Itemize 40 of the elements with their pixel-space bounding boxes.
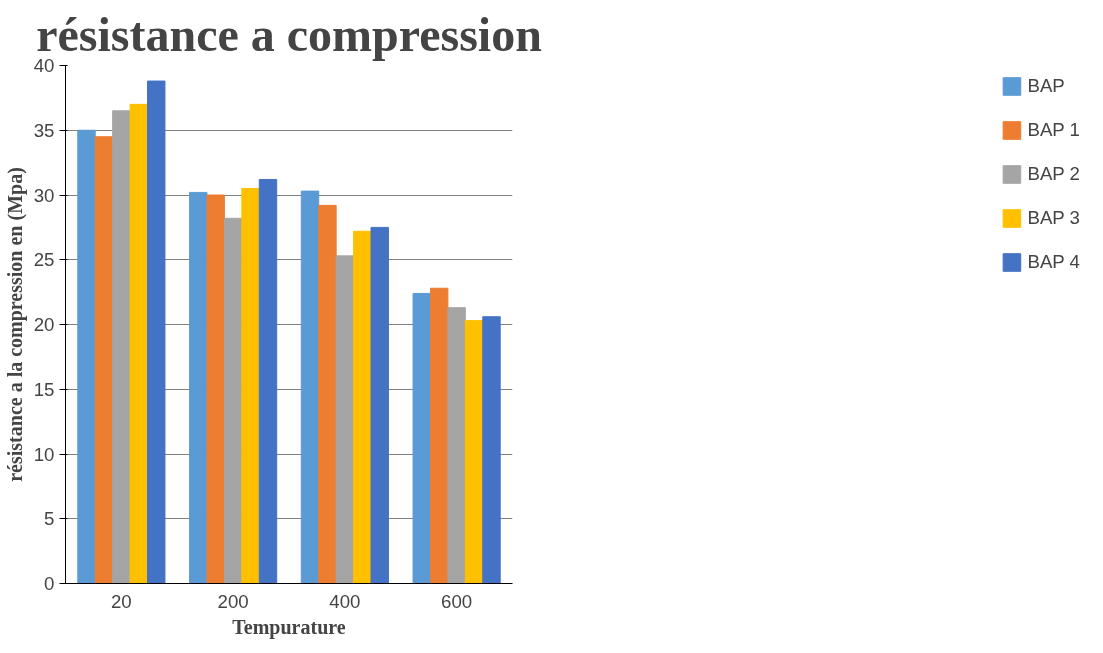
- legend-label: BAP: [1027, 75, 1065, 97]
- bar: [223, 217, 243, 584]
- bar: [300, 190, 320, 584]
- bar: [464, 320, 484, 584]
- y-tick-label: 10: [33, 443, 55, 465]
- legend-label: BAP 1: [1027, 119, 1080, 141]
- bar: [189, 191, 208, 584]
- y-tick-label: 20: [33, 314, 55, 335]
- y-tick-label: 40: [33, 55, 55, 76]
- bar: [447, 307, 466, 584]
- bar: [94, 136, 114, 584]
- bar: [206, 194, 225, 584]
- y-tick-label: 0: [44, 573, 55, 594]
- legend-label: BAP 2: [1027, 163, 1080, 185]
- bar: [370, 226, 389, 584]
- y-tick-label: 5: [44, 508, 55, 530]
- y-tick-label: 30: [33, 184, 55, 206]
- y-tick-label: 25: [33, 249, 55, 271]
- legend-label: BAP 3: [1027, 207, 1080, 229]
- y-tick-label: 15: [33, 378, 55, 400]
- y-axis-title: résistance a la compression en (Mpa): [3, 167, 27, 482]
- x-axis-title: Tempurature: [232, 615, 346, 639]
- bar: [129, 103, 149, 584]
- bar: [353, 230, 372, 584]
- x-tick-label: 400: [329, 590, 361, 612]
- bar: [318, 204, 337, 584]
- x-tick-label: 200: [217, 590, 249, 612]
- bar: [429, 287, 449, 584]
- bar: [258, 178, 278, 584]
- bar: [112, 110, 131, 584]
- bar: [241, 188, 260, 584]
- x-tick-label: 600: [441, 590, 473, 612]
- bar: [147, 80, 166, 584]
- bar: [482, 316, 501, 584]
- y-tick-label: 35: [33, 119, 55, 141]
- legend-label: BAP 4: [1027, 251, 1080, 273]
- bar: [412, 292, 431, 584]
- bar: [335, 255, 355, 584]
- bar: [77, 129, 96, 584]
- x-tick-label: 20: [111, 590, 132, 612]
